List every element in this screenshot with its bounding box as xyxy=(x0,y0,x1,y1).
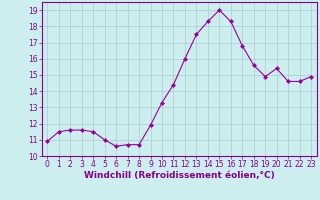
X-axis label: Windchill (Refroidissement éolien,°C): Windchill (Refroidissement éolien,°C) xyxy=(84,171,275,180)
